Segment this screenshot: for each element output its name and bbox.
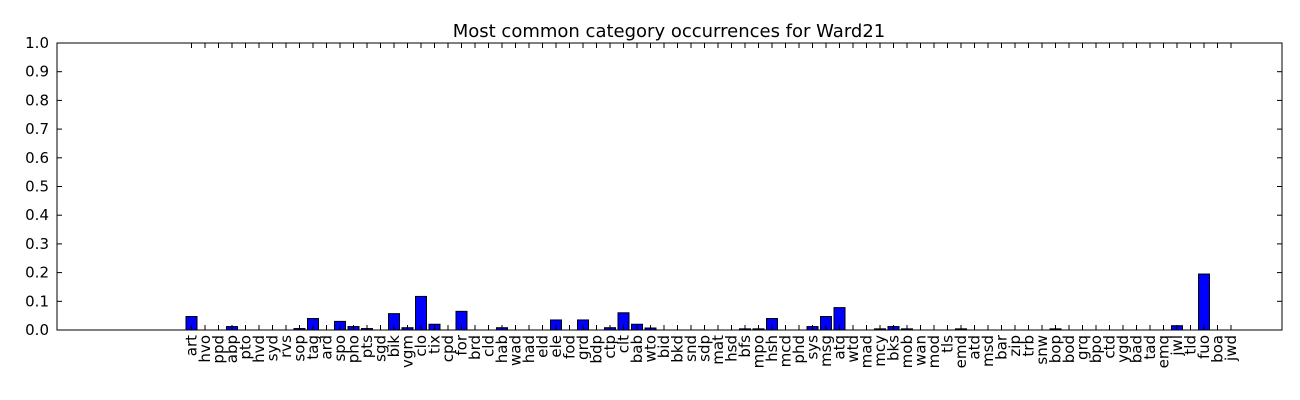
- y-tick-label: 0.4: [25, 206, 49, 224]
- x-tick-label: abp: [223, 335, 241, 363]
- x-tick-label: bdp: [588, 335, 606, 364]
- y-tick-label: 0.2: [25, 264, 49, 282]
- plot-frame: [56, 42, 1283, 331]
- x-tick-label: jwl: [1168, 335, 1186, 357]
- y-tick-label: 1.0: [25, 34, 49, 52]
- x-tick-label: zip: [1006, 335, 1024, 357]
- x-tick-label: vgm: [399, 335, 417, 368]
- x-tick-label: pto: [237, 335, 255, 360]
- x-tick-label: emq: [1155, 335, 1173, 368]
- y-tick-label: 0.3: [25, 235, 49, 253]
- x-tick-label: bik: [385, 335, 403, 358]
- x-tick-label: clt: [615, 335, 633, 353]
- x-tick-label: msd: [979, 335, 997, 367]
- bar-fuo: [1198, 273, 1210, 331]
- bars-group: [185, 273, 1210, 331]
- x-tick-label: ard: [318, 335, 336, 360]
- x-tick-label: wan: [912, 335, 930, 366]
- x-tick-label: ele: [547, 335, 565, 358]
- x-tick-label: mat: [709, 335, 727, 365]
- x-tick-label: ygd: [1114, 335, 1132, 363]
- x-tick-label: bar: [993, 334, 1011, 360]
- x-tick-label: tad: [1141, 335, 1159, 360]
- x-tick-label: eld: [534, 335, 552, 358]
- x-tick-label: bid: [655, 335, 673, 358]
- x-tick-label: tls: [939, 335, 957, 353]
- x-tick-label: msg: [817, 335, 835, 367]
- x-tick-label: mod: [925, 335, 943, 368]
- y-tick-label: 0.8: [25, 91, 49, 109]
- x-tick-label: tag: [304, 335, 322, 360]
- x-tick-label: syd: [264, 335, 282, 361]
- x-tick-label: mad: [858, 335, 876, 368]
- y-tick-label: 0.7: [25, 120, 49, 138]
- x-tick-label: emd: [952, 335, 970, 368]
- x-tick-label: mpo: [750, 335, 768, 368]
- x-tick-label: had: [520, 335, 538, 363]
- x-tick-label: atq: [831, 335, 849, 360]
- x-tick-label: jwd: [1222, 335, 1240, 362]
- x-tick-label: tix: [426, 335, 444, 354]
- x-tick-label: mcy: [871, 335, 889, 367]
- x-tick-label: grq: [1074, 335, 1092, 360]
- x-tick-label: sdp: [696, 335, 714, 362]
- x-tick-label: sgd: [372, 335, 390, 362]
- x-tick-label: wad: [507, 335, 525, 366]
- x-tick-label: ppd: [210, 335, 228, 364]
- x-tick-label: bop: [1047, 335, 1065, 363]
- x-tick-label: bod: [1060, 335, 1078, 363]
- x-tick-label: hvd: [250, 335, 268, 363]
- x-tick-label: atd: [966, 335, 984, 360]
- x-tick-label: brd: [466, 335, 484, 360]
- x-tick-label: pho: [345, 335, 363, 363]
- x-tick-label: bfs: [736, 335, 754, 358]
- x-tick-label: cpd: [439, 335, 457, 362]
- x-tick-label: bpo: [1087, 335, 1105, 363]
- x-tick-label: art: [183, 335, 201, 356]
- x-tick-label: hab: [493, 335, 511, 363]
- x-tick-label: sop: [291, 335, 309, 362]
- x-tick-label: hsd: [723, 335, 741, 362]
- x-tick-label: grd: [574, 335, 592, 360]
- x-tick-label: mob: [898, 335, 916, 368]
- y-tick-label: 0.1: [25, 292, 49, 310]
- bar-clo: [415, 295, 427, 331]
- x-tick-label: rvs: [277, 335, 295, 358]
- x-tick-label: spo: [331, 335, 349, 362]
- y-tick-label: 0.9: [25, 63, 49, 81]
- x-tick-label: clo: [412, 335, 430, 357]
- x-tick-label: mcd: [777, 335, 795, 367]
- y-tick-label: 0.6: [25, 149, 49, 167]
- x-tick-label: wtd: [844, 335, 862, 363]
- chart-title: Most common category occurrences for War…: [453, 21, 886, 42]
- x-tick-label: boa: [1209, 335, 1227, 363]
- x-axis: arthvoppdabpptohvdsydrvssoptagardspophop…: [183, 43, 1240, 368]
- x-tick-label: bkd: [669, 335, 687, 363]
- x-tick-label: trb: [1020, 335, 1038, 357]
- x-tick-label: ctd: [1101, 335, 1119, 359]
- x-tick-label: bab: [628, 335, 646, 363]
- x-tick-label: hvo: [196, 335, 214, 363]
- x-tick-label: tld: [1182, 335, 1200, 355]
- x-tick-label: phd: [790, 335, 808, 364]
- x-tick-label: for: [453, 334, 471, 355]
- y-axis: 0.0 0.1 0.2 0.3 0.4 0.5 0.6 0.7 0.8 0.9 1.0: [25, 34, 1282, 339]
- y-tick-label: 0.0: [25, 321, 49, 339]
- x-tick-label: bks: [885, 335, 903, 361]
- x-tick-label: bad: [1128, 335, 1146, 363]
- x-tick-label: sys: [804, 335, 822, 360]
- x-tick-label: wto: [642, 335, 660, 362]
- x-tick-label: snw: [1033, 335, 1051, 365]
- x-tick-label: fuo: [1195, 335, 1213, 359]
- x-tick-label: hsh: [763, 335, 781, 362]
- x-tick-label: fod: [561, 335, 579, 359]
- x-tick-label: snd: [682, 335, 700, 362]
- y-tick-label: 0.5: [25, 178, 49, 196]
- x-tick-label: ctp: [601, 335, 619, 359]
- x-tick-label: pts: [358, 335, 376, 358]
- x-tick-label: cld: [480, 335, 498, 357]
